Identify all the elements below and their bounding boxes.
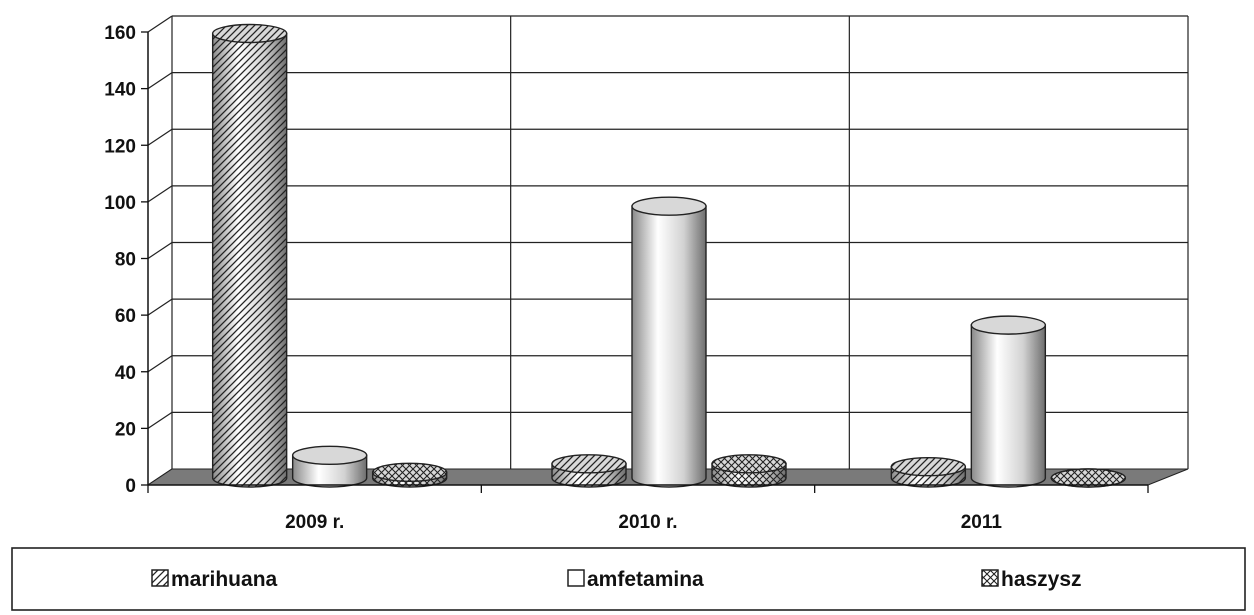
bar-top [890, 456, 967, 477]
bar-body [211, 32, 288, 488]
gridline-wall [147, 242, 173, 259]
y-tick-label: 160 [104, 23, 136, 44]
bar-amfetamina-2 [970, 315, 1047, 488]
bar-top [711, 454, 787, 474]
x-tick-label: 2010 r. [618, 512, 677, 533]
bar-top [1050, 468, 1127, 488]
gridline-wall [147, 128, 173, 146]
legend-label: haszysz [1001, 568, 1082, 591]
gridline-wall [147, 298, 173, 316]
y-tick-label: 140 [104, 80, 136, 101]
bar-marihuana-1 [551, 454, 627, 488]
x-tick-label: 2011 [961, 512, 1003, 533]
bar-top [631, 196, 707, 216]
y-tick-label: 80 [115, 250, 136, 271]
bar-haszysz-2 [1050, 468, 1127, 488]
legend-item-marihuana: marihuana [151, 568, 278, 591]
y-tick-label: 60 [115, 306, 136, 327]
bar-top [551, 454, 627, 474]
bar-top [211, 23, 288, 44]
legend-item-amfetamina: amfetamina [567, 568, 704, 591]
legend-label: marihuana [171, 568, 278, 591]
axes: 0 20 40 60 80 100 120 140 160 2009 r. 2010 r. 2011 [104, 23, 1149, 533]
bar-top [970, 315, 1047, 335]
legend-item-haszysz: haszysz [981, 568, 1082, 591]
bar-top [291, 445, 368, 466]
legend-swatch [151, 569, 169, 587]
bar-amfetamina-0 [291, 445, 368, 488]
gridline-wall [147, 411, 173, 429]
bar-amfetamina-1 [631, 196, 707, 488]
y-tick-label: 20 [115, 419, 136, 440]
bar-marihuana-2 [890, 456, 967, 488]
y-tick-label: 40 [115, 363, 136, 384]
bar-haszysz-0 [371, 462, 448, 488]
legend-swatch [981, 569, 999, 587]
y-tick-label: 100 [104, 193, 136, 214]
y-tick-label: 0 [125, 476, 136, 497]
bar-top [371, 462, 448, 483]
bar-haszysz-1 [711, 454, 787, 488]
gridline-wall [147, 15, 173, 33]
x-tick-label: 2009 r. [285, 512, 344, 533]
legend-swatch [567, 569, 585, 587]
bar-body [631, 205, 707, 488]
y-tick-label: 120 [104, 136, 136, 157]
legend: marihuana amfetamina haszysz [11, 547, 1246, 611]
gridline-wall [147, 185, 173, 203]
legend-label: amfetamina [587, 568, 704, 591]
bar-marihuana-0 [211, 23, 288, 488]
legend-box [11, 547, 1246, 611]
bars [211, 23, 1127, 488]
gridline-wall [147, 355, 173, 373]
bar-body [970, 324, 1047, 488]
gridline-wall [147, 72, 173, 90]
